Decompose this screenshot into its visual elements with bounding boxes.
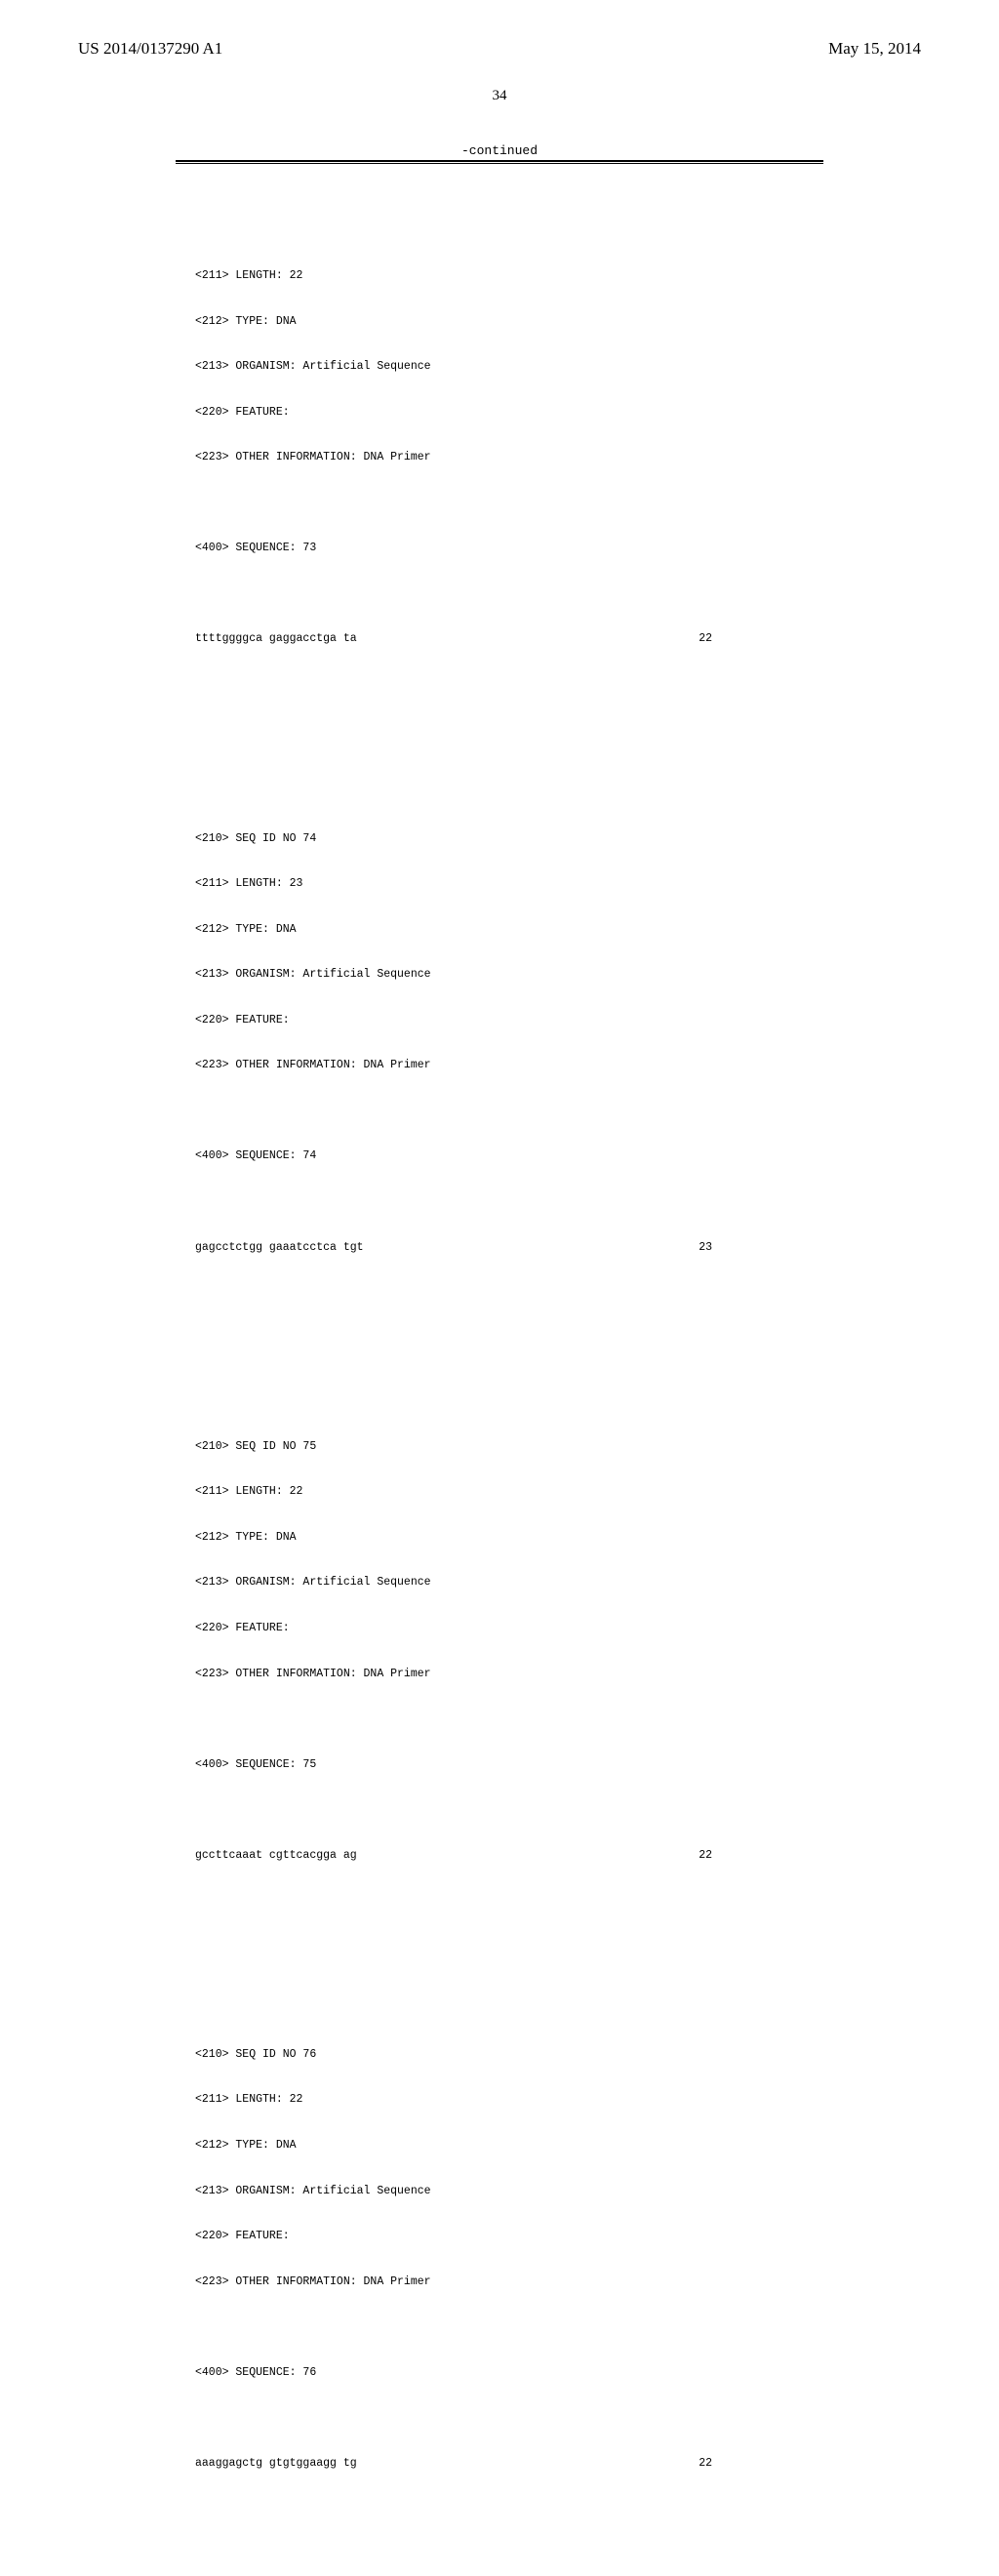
seq-meta-line: <220> FEATURE: [195, 1013, 804, 1028]
blank-line [195, 1802, 804, 1818]
seq-length: 22 [699, 2456, 712, 2472]
seq-meta-line: <212> TYPE: DNA [195, 922, 804, 938]
blank-line [195, 2319, 804, 2335]
seq-length: 22 [699, 631, 712, 647]
seq-meta-line: <212> TYPE: DNA [195, 1530, 804, 1546]
seq-meta-line: <223> OTHER INFORMATION: DNA Primer [195, 2274, 804, 2290]
seq-meta-line: <223> OTHER INFORMATION: DNA Primer [195, 1058, 804, 1073]
rule-bottom [176, 163, 823, 164]
seq-meta-line: <223> OTHER INFORMATION: DNA Primer [195, 1667, 804, 1682]
seq-length: 22 [699, 1848, 712, 1864]
seq-data-row: gagcctctgg gaaatcctca tgt 23 [195, 1240, 712, 1256]
seq-block-75: <210> SEQ ID NO 75 <211> LENGTH: 22 <212… [195, 1363, 804, 1893]
seq-label: <400> SEQUENCE: 75 [195, 1757, 804, 1773]
blank-line [195, 785, 804, 801]
publication-date: May 15, 2014 [828, 39, 921, 59]
seq-meta-line: <213> ORGANISM: Artificial Sequence [195, 359, 804, 375]
blank-line [195, 1194, 804, 1210]
blank-line [195, 2410, 804, 2426]
seq-data-row: aaaggagctg gtgtggaagg tg 22 [195, 2456, 712, 2472]
blank-line [195, 2001, 804, 2017]
seq-meta-line: <220> FEATURE: [195, 405, 804, 421]
seq-meta-line: <210> SEQ ID NO 75 [195, 1439, 804, 1455]
seq-meta-line: <212> TYPE: DNA [195, 2138, 804, 2153]
seq-meta-line: <223> OTHER INFORMATION: DNA Primer [195, 450, 804, 465]
page-container: US 2014/0137290 A1 May 15, 2014 34 -cont… [0, 0, 999, 2576]
continued-label: -continued [78, 143, 921, 158]
seq-label: <400> SEQUENCE: 76 [195, 2365, 804, 2381]
blank-line [195, 496, 804, 511]
blank-line [195, 586, 804, 602]
seq-meta-line: <211> LENGTH: 22 [195, 1484, 804, 1500]
blank-line [195, 1711, 804, 1727]
publication-number: US 2014/0137290 A1 [78, 39, 222, 59]
seq-meta-line: <213> ORGANISM: Artificial Sequence [195, 2184, 804, 2199]
page-header: US 2014/0137290 A1 May 15, 2014 [78, 39, 921, 59]
seq-meta-line: <211> LENGTH: 22 [195, 2092, 804, 2108]
seq-text: aaaggagctg gtgtggaagg tg [195, 2456, 357, 2472]
seq-meta-line: <210> SEQ ID NO 76 [195, 2047, 804, 2063]
sequence-listing: <211> LENGTH: 22 <212> TYPE: DNA <213> O… [195, 178, 804, 2576]
seq-text: ttttggggca gaggacctga ta [195, 631, 357, 647]
seq-data-row: ttttggggca gaggacctga ta 22 [195, 631, 712, 647]
seq-block-76: <210> SEQ ID NO 76 <211> LENGTH: 22 <212… [195, 1971, 804, 2501]
blank-line [195, 1104, 804, 1119]
seq-meta-line: <211> LENGTH: 23 [195, 876, 804, 892]
page-number: 34 [78, 88, 921, 104]
seq-meta-line: <210> SEQ ID NO 74 [195, 831, 804, 847]
seq-label: <400> SEQUENCE: 73 [195, 541, 804, 556]
seq-meta-line: <212> TYPE: DNA [195, 314, 804, 330]
seq-meta-line: <213> ORGANISM: Artificial Sequence [195, 967, 804, 983]
seq-length: 23 [699, 1240, 712, 1256]
seq-meta-line: <213> ORGANISM: Artificial Sequence [195, 1575, 804, 1590]
seq-meta-line: <211> LENGTH: 22 [195, 268, 804, 284]
seq-data-row: gccttcaaat cgttcacgga ag 22 [195, 1848, 712, 1864]
seq-block-73: <211> LENGTH: 22 <212> TYPE: DNA <213> O… [195, 238, 804, 677]
seq-text: gccttcaaat cgttcacgga ag [195, 1848, 357, 1864]
blank-line [195, 1393, 804, 1409]
seq-label: <400> SEQUENCE: 74 [195, 1148, 804, 1164]
seq-meta-line: <220> FEATURE: [195, 1621, 804, 1636]
rule-top [176, 160, 823, 162]
seq-block-74: <210> SEQ ID NO 74 <211> LENGTH: 23 <212… [195, 755, 804, 1285]
seq-meta-line: <220> FEATURE: [195, 2229, 804, 2244]
seq-text: gagcctctgg gaaatcctca tgt [195, 1240, 364, 1256]
